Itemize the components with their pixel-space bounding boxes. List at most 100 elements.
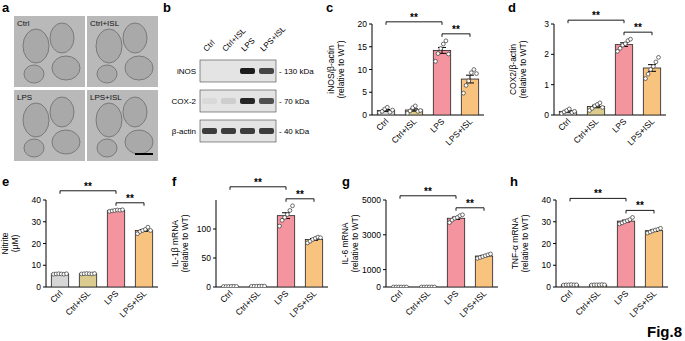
significance-label: ** [452,24,460,35]
micrograph [14,16,85,87]
y-axis-label-line: (relative to WT) [520,214,530,272]
micrograph [87,90,158,161]
blot-strip [200,60,276,82]
data-point [644,77,648,81]
data-point [601,106,605,110]
y-axis [216,200,217,287]
y-tick [43,265,46,266]
y-tick-label: 0 [546,282,551,292]
y-tick-label: 10 [32,260,42,270]
y-axis-label-line: (relative to WT) [518,40,528,98]
significance-label: ** [254,177,262,188]
significance-label: ** [424,186,432,197]
x-tick-label: Ctrl+ISL [403,288,432,317]
y-tick [43,221,46,222]
blot-band [259,98,274,104]
cell [23,103,49,137]
x-tick-label: Ctrl+ISL [63,288,92,317]
data-point [391,108,395,112]
y-axis-label: Nitrite(μM) [0,232,20,254]
x-tick-label: LPS+ISL [117,288,148,319]
bar-chart: COX2/β-actin(relative to WT)0123CtrlCtrl… [508,10,666,147]
error-bar [466,75,474,83]
marks [377,39,478,115]
data-point [646,72,650,76]
data-point [657,55,661,59]
y-axis-label-line: (relative to WT) [336,40,346,98]
significance-label: ** [592,10,600,21]
y-axis-label-line: (μM) [10,235,20,253]
error-bar [620,43,628,47]
cell [24,139,44,157]
y-tick [553,265,556,266]
significance-label: ** [410,12,418,23]
y-tick-label: 2 [544,49,549,59]
significance-label: ** [296,189,304,200]
data-point [461,213,465,217]
y-tick [553,200,556,201]
data-point [146,225,150,229]
y-tick-label: 50 [202,253,212,263]
y-tick-label: 3000 [362,230,381,240]
cell [50,23,74,53]
data-point [447,52,451,56]
data-point [573,109,577,113]
data-point [489,252,493,256]
y-tick [369,24,372,25]
blot-size-label: - 70 kDa [279,97,310,106]
x-tick-label: LPS [272,288,291,307]
x-tick-label: LPS [102,288,121,307]
blot-band [202,98,217,104]
significance-label: ** [84,181,92,192]
data-point [436,52,440,56]
y-axis-label-line: Nitrite [0,232,10,254]
data-point [631,216,635,220]
x-tick-label: LPS [610,116,629,135]
y-axis-label-line: TNF-α mRNA [510,217,520,269]
x-tick-label: Ctrl [556,116,572,132]
x-tick-label: LPS [428,116,447,135]
y-axis [386,200,387,287]
x-tick-label: LPS+ISL [287,288,318,319]
y-axis [554,24,555,115]
panel-letter: g [342,174,350,189]
y-axis-label: IL-6 mRNA(relative to WT) [340,214,360,272]
blot-band [259,68,274,74]
y-axis-label-line: IL-1β mRNA [170,220,180,267]
data-point [464,84,468,88]
data-point [121,208,125,212]
x-tick-label: LPS+ISL [443,116,474,147]
y-tick-label: 30 [542,217,552,227]
y-tick [553,243,556,244]
micrograph [87,16,158,87]
bar [617,221,634,287]
data-point [659,226,663,230]
y-tick [369,92,372,93]
error-cap [466,75,474,76]
y-tick-label: 40 [32,195,42,205]
blot-row-label: iNOS [177,67,196,76]
data-point [319,236,323,240]
data-point [263,284,267,287]
bar [615,45,632,115]
panel-b: CtrlCtrl+ISLLPSLPS+ISLiNOS- 130 kDaCOX-2… [172,24,315,142]
blot-band [259,128,274,134]
cell [52,130,80,154]
blot-row-label: COX-2 [172,97,197,106]
significance-label: ** [634,22,642,33]
x-tick-label: Ctrl+ISL [233,288,262,317]
y-tick-label: 5 [362,87,367,97]
data-point [654,60,658,64]
x-tick-label: Ctrl+ISL [573,288,602,317]
data-point [475,72,479,76]
data-point [441,42,445,46]
marks [559,37,660,115]
y-tick-label: 15 [358,42,368,52]
data-point [603,283,607,287]
cell [123,97,147,127]
data-point [439,47,443,51]
y-tick [383,200,386,201]
y-tick-label: 40 [542,195,552,205]
x-tick-label: Ctrl [388,288,404,304]
bar-chart: iNOS/β-actin(relative to WT)05101520Ctrl… [326,12,484,147]
